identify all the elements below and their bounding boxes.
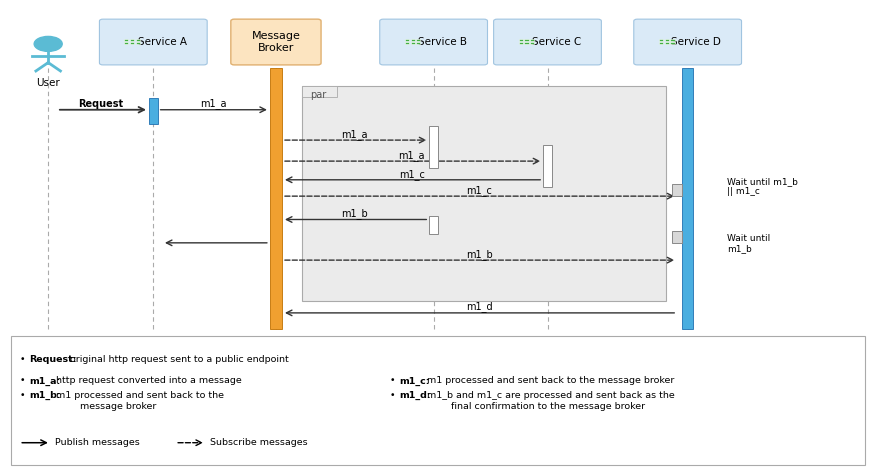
Text: •: • (390, 376, 395, 385)
Bar (525, 39, 528, 41)
Bar (530, 39, 534, 41)
Bar (131, 39, 134, 41)
Bar (428, 126, 438, 168)
FancyBboxPatch shape (302, 86, 337, 97)
Text: m1_b: m1_b (342, 208, 368, 219)
FancyBboxPatch shape (231, 19, 321, 65)
Text: m1_c: m1_c (399, 169, 425, 180)
Text: •: • (19, 391, 25, 400)
Text: m1_a: m1_a (342, 129, 368, 140)
Bar (411, 42, 414, 44)
Text: Service D: Service D (672, 37, 721, 47)
Bar (542, 145, 552, 187)
Text: m1_c:: m1_c: (399, 376, 430, 386)
Text: Publish messages: Publish messages (55, 438, 140, 447)
Bar (665, 39, 668, 41)
Text: original http request sent to a public endpoint: original http request sent to a public e… (67, 355, 289, 364)
Text: m1_d: m1_d (466, 301, 492, 312)
Bar (659, 39, 663, 41)
Text: Wait until
m1_b: Wait until m1_b (727, 234, 770, 254)
Bar (670, 39, 675, 41)
FancyBboxPatch shape (99, 19, 207, 65)
Text: http request converted into a message: http request converted into a message (53, 376, 242, 385)
FancyBboxPatch shape (634, 19, 741, 65)
Text: m1_b and m1_c are processed and sent back as the
         final confirmation to : m1_b and m1_c are processed and sent bac… (424, 391, 675, 411)
Text: Request:: Request: (29, 355, 76, 364)
Bar (416, 39, 420, 41)
Bar (131, 42, 134, 44)
Bar (428, 216, 438, 234)
Bar (405, 42, 409, 44)
Text: Message
Broker: Message Broker (251, 31, 300, 53)
Text: m1_a: m1_a (399, 150, 425, 161)
Bar (519, 39, 523, 41)
Text: Service A: Service A (138, 37, 187, 47)
Text: m1_d:: m1_d: (399, 391, 431, 401)
Text: •: • (390, 391, 395, 400)
Bar (670, 42, 675, 44)
Text: Wait until m1_b
|| m1_c: Wait until m1_b || m1_c (727, 177, 798, 197)
Text: •: • (19, 376, 25, 385)
Bar (673, 184, 682, 196)
Bar (530, 42, 534, 44)
Bar (124, 39, 129, 41)
Bar (659, 42, 663, 44)
Text: m1 processed and sent back to the
         message broker: m1 processed and sent back to the messag… (53, 391, 224, 411)
Text: par: par (310, 90, 327, 99)
Text: m1_c: m1_c (466, 184, 492, 196)
Text: m1_b: m1_b (466, 248, 492, 260)
Bar (270, 68, 282, 329)
Bar (673, 231, 682, 243)
Text: m1_a:: m1_a: (29, 376, 60, 386)
Text: •: • (19, 355, 25, 364)
FancyBboxPatch shape (493, 19, 601, 65)
Bar (136, 39, 140, 41)
Text: Service C: Service C (532, 37, 581, 47)
Bar (519, 42, 523, 44)
Bar (525, 42, 528, 44)
Bar (665, 42, 668, 44)
Text: Subscribe messages: Subscribe messages (210, 438, 307, 447)
Text: m1 processed and sent back to the message broker: m1 processed and sent back to the messag… (424, 376, 674, 385)
Bar (149, 98, 158, 124)
Bar (411, 39, 414, 41)
FancyBboxPatch shape (379, 19, 487, 65)
Bar (682, 68, 693, 329)
Text: Service B: Service B (418, 37, 467, 47)
Bar (136, 42, 140, 44)
Text: User: User (36, 78, 60, 87)
Bar (302, 86, 666, 301)
Circle shape (34, 36, 62, 51)
Text: m1_a: m1_a (201, 98, 227, 109)
Text: m1_b:: m1_b: (29, 391, 60, 401)
Bar (124, 42, 129, 44)
Bar (416, 42, 420, 44)
Bar (11, 336, 865, 465)
Text: Request: Request (78, 99, 124, 109)
Bar (405, 39, 409, 41)
